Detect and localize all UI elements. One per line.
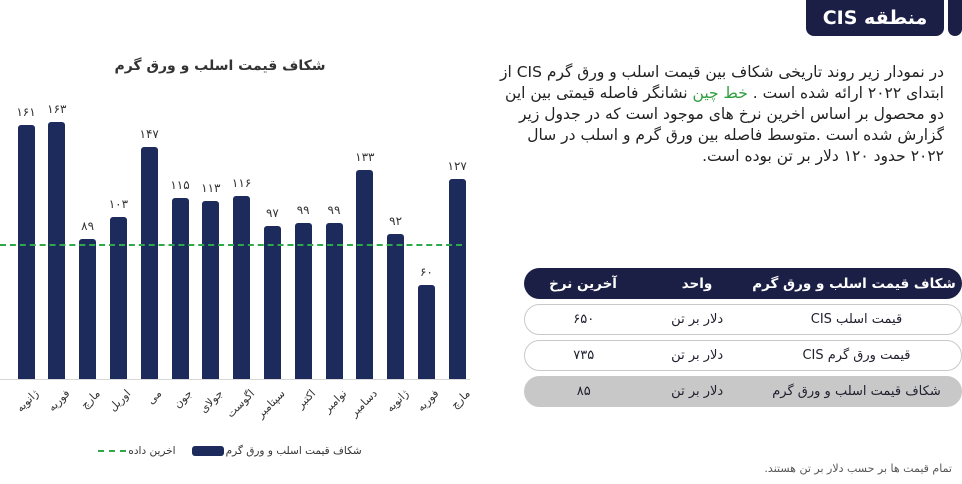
- x-axis-label: جون: [171, 387, 196, 411]
- bar-value-label: ۱۱۵: [170, 177, 190, 192]
- chart-legend: شکاف قیمت اسلب و ورق گرم اخرین داده: [80, 442, 380, 460]
- bar-value-label: ۹۹: [327, 203, 341, 218]
- chart-bar: [109, 216, 127, 379]
- chart-bar: [233, 196, 251, 379]
- intro-highlight: خط چین: [692, 84, 748, 102]
- x-axis-label: مارچ: [78, 387, 103, 412]
- bar-value-label: ۱۳۳: [355, 149, 375, 164]
- bar-value-label: ۱۴۷: [139, 127, 159, 142]
- x-axis-label: جولای: [197, 387, 227, 416]
- row-rate: ۷۳۵: [573, 348, 595, 363]
- intro-paragraph: در نمودار زیر روند تاریخی شکاف بین قیمت …: [492, 62, 944, 167]
- header-rate: آخرین نرخ: [549, 275, 617, 292]
- table-row-highlight: شکاف قیمت اسلب و ورق گرم دلار بر تن ۸۵: [524, 376, 962, 407]
- row-rate: ۶۵۰: [573, 312, 595, 327]
- x-axis-label: می: [144, 387, 165, 407]
- bar-value-label: ۹۲: [389, 214, 403, 229]
- header-name: شکاف قیمت اسلب و ورق گرم: [752, 275, 956, 292]
- x-axis-label: نوامبر: [320, 387, 350, 416]
- legend-bar-swatch: [191, 446, 224, 456]
- chart-bar: [263, 226, 281, 379]
- table-row: قیمت اسلب CIS دلار بر تن ۶۵۰: [524, 304, 962, 335]
- table-row: قیمت ورق گرم CIS دلار بر تن ۷۳۵: [524, 340, 962, 371]
- chart-bar: [387, 234, 405, 379]
- x-axis-label: اگوست: [223, 387, 257, 421]
- row-name: قیمت اسلب CIS: [810, 312, 903, 327]
- bar-value-label: ۱۱۳: [201, 181, 221, 196]
- bar-value-label: ۱۲۷: [447, 158, 467, 173]
- chart-bar: [356, 169, 374, 379]
- header-unit: واحد: [681, 275, 713, 292]
- x-axis-label: اکتبر: [294, 387, 319, 412]
- chart-bar: [140, 147, 158, 379]
- reference-dashed-line: [0, 244, 462, 247]
- bar-value-label: ۱۶۳: [47, 102, 67, 117]
- chart-bar: [79, 238, 97, 379]
- legend-item-bars: شکاف قیمت اسلب و ورق گرم: [191, 445, 362, 457]
- section-title: منطقه CIS: [822, 7, 928, 29]
- x-axis-label: مارچ: [447, 387, 473, 412]
- bar-value-label: ۹۹: [296, 203, 310, 218]
- bar-value-label: ۱۱۶: [231, 176, 252, 191]
- chart-bar: [48, 122, 66, 379]
- intro-text-after: نشانگر فاصله قیمتی بین این دو محصول بر ا…: [505, 84, 944, 165]
- x-axis-label: سپتامبر: [254, 387, 288, 421]
- table-header-row: شکاف قیمت اسلب و ورق گرم واحد آخرین نرخ: [524, 268, 962, 299]
- x-axis-label: فوریه: [44, 387, 73, 415]
- x-axis-line: [0, 379, 470, 380]
- row-name: شکاف قیمت اسلب و ورق گرم: [772, 384, 941, 399]
- x-axis-label: فوریه: [414, 387, 442, 415]
- bar-value-label: ۸۹: [81, 218, 95, 233]
- chart-bar: [417, 284, 435, 379]
- header-tab-decoration: [948, 0, 962, 36]
- row-rate: ۸۵: [576, 384, 591, 399]
- legend-line-label: اخرین داده: [128, 445, 176, 457]
- chart-bar: [17, 125, 35, 379]
- chart-bar: [325, 223, 343, 379]
- row-name: قیمت ورق گرم CIS: [802, 348, 911, 363]
- x-axis-label: ژانویه: [13, 387, 42, 415]
- bar-value-label: ۹۷: [265, 206, 279, 221]
- chart-bar: [171, 197, 189, 379]
- row-unit: دلار بر تن: [671, 384, 724, 399]
- bar-value-label: ۱۶۱: [16, 105, 36, 120]
- chart-plot-area: ۱۶۱ ژانویه ۱۶۳ فوریه ۸۹ مارچ ۱۰۳ اوریل ۱۴۷ می ۱۱۵ ج…: [0, 52, 480, 472]
- intro-text-before: در نمودار زیر روند تاریخی شکاف بین قیمت …: [499, 63, 944, 102]
- row-unit: دلار بر تن: [671, 348, 724, 363]
- gap-bar-chart: شکاف قیمت اسلب و ورق گرم ۱۶۱ ژانویه ۱۶۳ فور…: [0, 52, 480, 472]
- chart-title: شکاف قیمت اسلب و ورق گرم: [114, 58, 326, 74]
- legend-bar-label: شکاف قیمت اسلب و ورق گرم: [225, 445, 362, 457]
- legend-dash-swatch: [98, 450, 127, 452]
- legend-item-line: اخرین داده: [98, 445, 176, 457]
- section-title-badge: منطقه CIS: [806, 0, 944, 36]
- price-gap-table: شکاف قیمت اسلب و ورق گرم واحد آخرین نرخ …: [524, 268, 962, 412]
- x-axis-label: ژانویه: [383, 387, 411, 415]
- row-unit: دلار بر تن: [671, 312, 724, 327]
- chart-bar: [294, 223, 312, 379]
- chart-bar: [448, 178, 466, 379]
- chart-bar: [202, 201, 220, 379]
- footnote: تمام قیمت ها بر حسب دلار بر تن هستند.: [764, 462, 952, 475]
- x-axis-label: دسامبر: [347, 387, 381, 420]
- x-axis-label: اوریل: [106, 387, 134, 414]
- bar-value-label: ۱۰۳: [108, 196, 129, 211]
- bar-value-label: ۶۰: [419, 264, 433, 279]
